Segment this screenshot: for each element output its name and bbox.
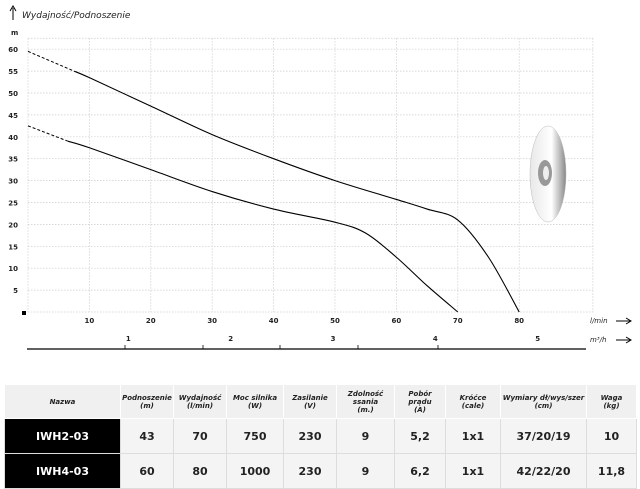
x2-tick-label: 3 [331, 335, 336, 343]
column-header: Pobór prądu (A) [394, 384, 446, 419]
spec-table: Nazwa Podnoszenie (m) Wydajność (l/min) Moc s… [4, 384, 637, 489]
table-row: IWH2-03 43 70 750 230 9 5,2 1x1 37/20/19 10 [4, 418, 637, 454]
table-cell: 37/20/19 [500, 418, 587, 454]
table-cell: 750 [226, 418, 284, 454]
y-tick-label: 55 [8, 68, 18, 76]
right-arrow-icon [616, 336, 632, 344]
x-tick-label: 20 [146, 317, 156, 325]
chart-title: Wydajność/Podnoszenie [22, 10, 131, 21]
table-cell: 6,2 [394, 453, 446, 489]
header-text: Wymiary dł/wys/szer [502, 393, 585, 402]
header-text: (m) [140, 401, 154, 410]
column-header: Wymiary dł/wys/szer (cm) [500, 384, 587, 419]
x2-axis-label: m³/h [590, 336, 606, 344]
table-row: IWH4-03 60 80 1000 230 9 6,2 1x1 42/22/20 11,8 [4, 453, 637, 489]
column-header: Moc silnika (W) [226, 384, 284, 419]
header-text: (m.) [357, 405, 374, 414]
table-cell: 60 [120, 453, 174, 489]
model-name: IWH4-03 [4, 453, 121, 489]
column-header: Króćce (cale) [445, 384, 501, 419]
y-tick-label: 45 [8, 112, 18, 120]
x-tick-label: 60 [392, 317, 402, 325]
header-text: (A) [414, 405, 426, 414]
table-cell: 70 [173, 418, 227, 454]
x-tick-label: 80 [514, 317, 524, 325]
origin-marker [22, 311, 26, 315]
y-tick-label: 60 [8, 46, 18, 54]
header-text: (cm) [534, 401, 553, 410]
y-tick-label: 25 [8, 200, 18, 208]
right-arrow-icon [616, 317, 632, 325]
column-header: Waga (kg) [586, 384, 637, 419]
header-text: Zdolność ssania [347, 389, 384, 406]
table-cell: 1x1 [445, 418, 501, 454]
column-header: Wydajność (l/min) [173, 384, 227, 419]
table-cell: 5,2 [394, 418, 446, 454]
column-header: Podnoszenie (m) [120, 384, 174, 419]
column-header: Zasilanie (V) [283, 384, 337, 419]
x2-tick-label: 1 [126, 335, 131, 343]
x2-tick-label: 2 [228, 335, 233, 343]
x2-tick-label: 5 [535, 335, 540, 343]
model-name: IWH2-03 [4, 418, 121, 454]
header-text: (kg) [603, 401, 620, 410]
header-text: Podnoszenie [122, 393, 172, 402]
y-tick-label: 35 [8, 156, 18, 164]
table-cell: 11,8 [586, 453, 637, 489]
y-axis-unit: m [11, 29, 18, 37]
table-cell: 230 [283, 453, 337, 489]
table-cell: 42/22/20 [500, 453, 587, 489]
pump-curve-1 [67, 140, 459, 313]
header-text: Pobór prądu [408, 389, 432, 406]
header-text: Króćce [459, 393, 487, 402]
table-cell: 80 [173, 453, 227, 489]
y-tick-label: 40 [8, 134, 18, 142]
table-cell: 1x1 [445, 453, 501, 489]
header-text: (cale) [461, 401, 485, 410]
y-tick-label: 30 [8, 178, 18, 186]
dashed-extrapolation-0 [27, 50, 75, 72]
x-axis-label: l/min [590, 317, 608, 325]
dashed-extrapolation-1 [27, 125, 69, 142]
up-arrow-icon [9, 5, 17, 20]
impeller-hub-center [543, 166, 549, 180]
y-tick-label: 10 [8, 265, 18, 273]
x2-tick-label: 4 [433, 335, 438, 343]
header-text: (l/min) [186, 401, 214, 410]
x-tick-label: 50 [330, 317, 340, 325]
table-cell: 230 [283, 418, 337, 454]
header-text: Nazwa [49, 397, 76, 406]
x-tick-label: 70 [453, 317, 463, 325]
header-text: Moc silnika [232, 393, 278, 402]
header-text: (W) [247, 401, 263, 410]
y-tick-label: 50 [8, 90, 18, 98]
header-text: (V) [304, 401, 316, 410]
table-cell: 9 [336, 418, 395, 454]
y-tick-label: 5 [13, 287, 18, 295]
x-tick-label: 40 [269, 317, 279, 325]
table-cell: 9 [336, 453, 395, 489]
column-header: Zdolność ssania (m.) [336, 384, 395, 419]
table-cell: 1000 [226, 453, 284, 489]
pump-curve-0 [73, 70, 520, 313]
column-header: Nazwa [4, 384, 121, 419]
x-tick-label: 10 [85, 317, 95, 325]
y-tick-label: 15 [8, 243, 18, 251]
header-text: Waga [600, 393, 623, 402]
header-text: Wydajność [178, 393, 222, 402]
x-tick-label: 30 [207, 317, 217, 325]
y-tick-label: 20 [8, 221, 18, 229]
table-cell: 10 [586, 418, 637, 454]
table-cell: 43 [120, 418, 174, 454]
header-text: Zasilanie [292, 393, 328, 402]
